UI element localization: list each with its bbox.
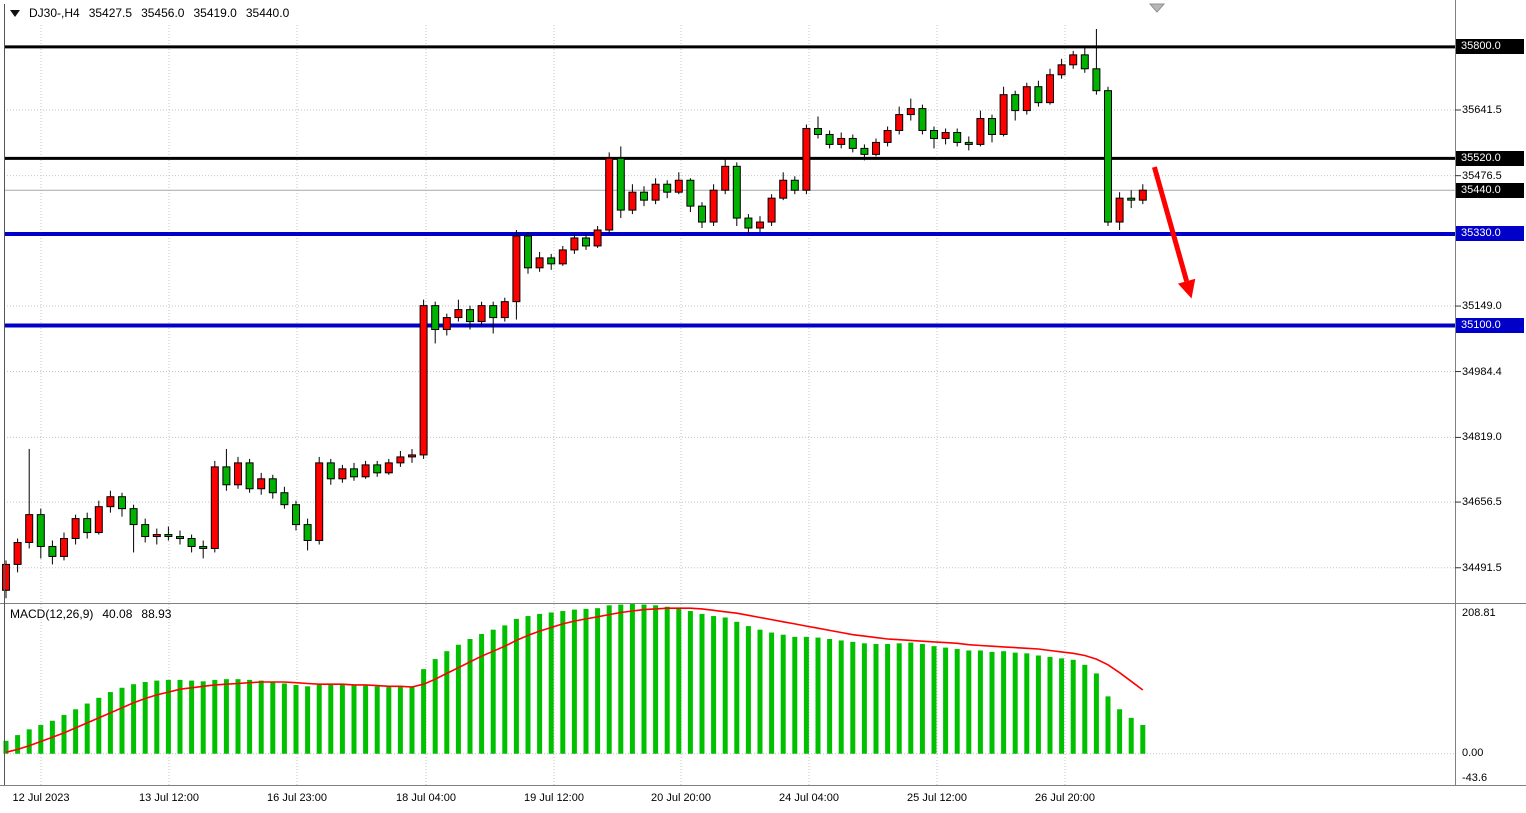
level-lines-layer <box>4 45 1455 328</box>
ohlc-high: 35456.0 <box>141 6 185 20</box>
chart-menu-icon[interactable] <box>10 9 20 17</box>
chart-shift-marker-icon[interactable] <box>1148 3 1166 13</box>
time-axis-label: 16 Jul 23:00 <box>267 792 327 804</box>
time-axis-label: 26 Jul 20:00 <box>1035 792 1095 804</box>
price-badge-35800: 35800.0 <box>1456 39 1524 55</box>
macd-signal-line <box>5 607 1144 754</box>
macd-axis-tick: 0.00 <box>1462 746 1484 759</box>
macd-axis-tick: -43.6 <box>1462 772 1488 784</box>
price-axis-tick: 34819.0 <box>1462 431 1502 444</box>
trend-arrow[interactable] <box>1151 166 1196 299</box>
price-axis-tick: 35149.0 <box>1462 300 1502 313</box>
price-badge-35330: 35330.0 <box>1456 226 1524 242</box>
candles-layer <box>2 28 1147 599</box>
macd-histogram <box>3 604 1146 754</box>
ohlc-low: 35419.0 <box>193 6 237 20</box>
macd-signal-value: 88.93 <box>141 607 172 621</box>
time-axis-label: 25 Jul 12:00 <box>907 792 967 804</box>
macd-axis-tick: 208.81 <box>1462 607 1496 619</box>
price-badge-35440: 35440.0 <box>1456 182 1524 198</box>
time-axis-label: 13 Jul 12:00 <box>139 792 199 804</box>
time-axis-label: 18 Jul 04:00 <box>396 792 456 804</box>
symbol-name: DJ30-,H4 <box>29 6 80 20</box>
grid-layer <box>4 25 1455 785</box>
price-axis-tick: 34491.5 <box>1462 561 1502 574</box>
frame-layer <box>0 0 1526 786</box>
macd-name: MACD(12,26,9) <box>10 607 94 621</box>
time-axis-label: 12 Jul 2023 <box>12 792 70 804</box>
time-axis-label: 20 Jul 20:00 <box>651 792 711 804</box>
price-axis-tick: 34984.4 <box>1462 365 1502 378</box>
ohlc-open: 35427.5 <box>88 6 133 20</box>
price-axis-tick: 35641.5 <box>1462 103 1502 116</box>
price-axis-tick: 35476.5 <box>1462 169 1502 182</box>
price-axis-tick: 34656.5 <box>1462 496 1502 509</box>
price-badge-35520: 35520.0 <box>1456 150 1524 166</box>
time-axis-label: 19 Jul 12:00 <box>524 792 584 804</box>
macd-indicator-label: MACD(12,26,9) 40.08 88.93 <box>10 607 171 621</box>
symbol-header: DJ30-,H4 35427.5 35456.0 35419.0 35440.0 <box>10 6 289 20</box>
macd-main-value: 40.08 <box>102 607 133 621</box>
ohlc-close: 35440.0 <box>245 6 290 20</box>
time-axis-label: 24 Jul 04:00 <box>779 792 839 804</box>
price-badge-35100: 35100.0 <box>1456 318 1524 334</box>
